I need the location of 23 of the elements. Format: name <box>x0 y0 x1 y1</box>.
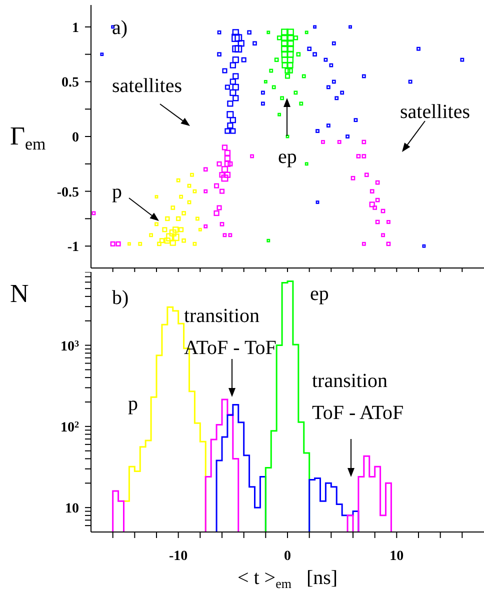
annotation: satellites <box>112 74 182 99</box>
y-tick-label: 10$^{2}$ <box>60 420 80 436</box>
y-axis-title: Γ$_{em}$ <box>10 122 46 154</box>
annotation: p <box>128 392 138 417</box>
x-axis-title: < t >$_{em}$ [ns] <box>237 567 338 591</box>
y-tick-label: 1 <box>72 20 79 36</box>
annotation: b) <box>112 286 129 311</box>
x-tick-label: -10 <box>168 549 188 564</box>
annotation: p <box>112 180 122 205</box>
annotation: a) <box>112 16 128 41</box>
y-tick-label: 10$^{3}$ <box>60 338 80 354</box>
y-tick-label: -0.5 <box>56 185 79 200</box>
annotation: transition ToF - AToF <box>312 369 404 426</box>
y-tick-label: 0.5 <box>62 76 79 91</box>
annotation: ep <box>310 282 329 307</box>
x-tick-label: 10 <box>390 549 404 564</box>
y-tick-label: 0 <box>72 130 79 146</box>
x-tick-label: 0 <box>284 549 291 564</box>
annotation: ep <box>278 145 297 170</box>
y-tick-label: 10 <box>65 502 79 517</box>
annotation: satellites <box>400 100 470 125</box>
y-tick-label: -1 <box>67 240 79 256</box>
y-axis-title: N <box>10 279 29 308</box>
